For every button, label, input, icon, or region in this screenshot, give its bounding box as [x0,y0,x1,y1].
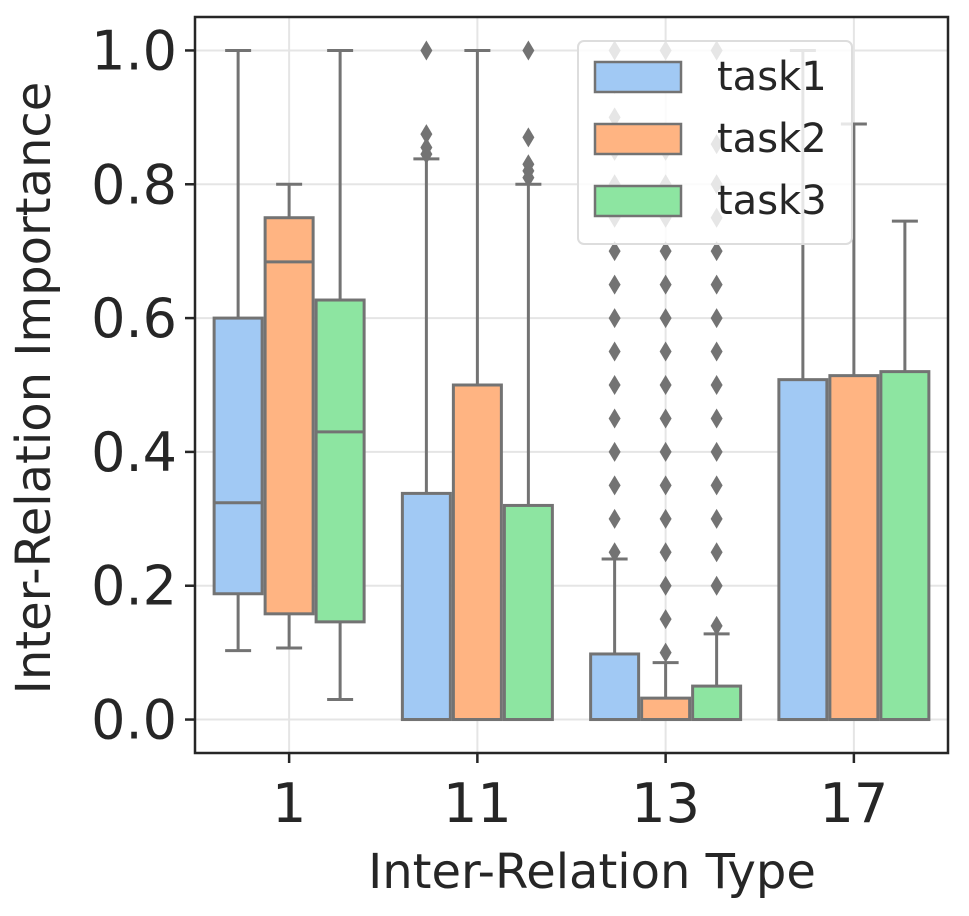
outlier-point [710,441,723,462]
outlier-point [659,441,672,462]
box-task2-17 [828,374,880,722]
legend-label-task2: task2 [717,116,827,162]
x-tick-label: 1 [272,772,306,835]
outlier-point [710,375,723,395]
outlier-point [608,341,621,362]
y-tick-label: 0.0 [91,689,177,752]
outlier-point [710,475,723,496]
y-tick-label: 1.0 [91,19,177,82]
outlier-point [659,241,672,262]
outlier-point [608,308,621,329]
box-task2-1 [263,216,315,616]
outlier-point [522,154,535,175]
outlier-point [659,508,672,529]
x-tick-label: 13 [631,772,700,835]
outlier-point [420,137,433,158]
box-task1-11 [400,491,452,722]
y-tick-label: 0.4 [91,421,177,484]
legend-swatch-task1 [593,60,683,94]
outlier-point [659,274,672,295]
plot-area [212,40,931,722]
outlier-point [608,408,621,429]
outlier-point [710,542,723,563]
x-axis-label: Inter-Relation Type [368,844,816,900]
outlier-point [608,241,621,262]
x-tick-label: 17 [820,772,889,835]
y-tick-label: 0.6 [91,287,177,350]
outlier-point [608,475,621,496]
outlier-point [608,542,621,563]
y-tick-label: 0.8 [91,153,177,216]
box-task3-1 [314,298,366,624]
box-task2-13 [640,696,692,722]
box-task1-13 [589,652,641,722]
outlier-point [659,609,672,630]
outlier-point [710,575,723,596]
legend-swatch-task2 [593,122,683,156]
outlier-point [420,40,433,61]
outlier-point [659,475,672,496]
box-task2-11 [451,383,503,722]
outlier-point [659,642,672,663]
plot-frame [193,15,950,755]
outlier-point [659,375,672,395]
outlier-point [659,408,672,429]
outlier-point [608,508,621,529]
outlier-point [522,127,535,148]
outlier-point [710,241,723,262]
box-task3-13 [691,684,743,722]
legend: task1 task2 task3 [577,40,853,245]
outlier-point [710,274,723,295]
outlier-point [420,124,433,145]
outlier-point [710,615,723,636]
box-task3-11 [502,503,554,722]
outlier-point [659,575,672,596]
outlier-point [710,308,723,329]
outlier-point [608,375,621,395]
outlier-point [608,274,621,295]
outlier-point [710,341,723,362]
y-axis: 0.0 0.2 0.4 0.6 0.8 1.0 [91,19,195,752]
box-task1-17 [777,378,829,722]
box-task3-17 [879,370,931,722]
outlier-point [608,441,621,462]
outlier-point [710,408,723,429]
outlier-point [522,40,535,61]
box-task1-1 [212,316,264,596]
x-axis: 1 11 13 17 [272,753,888,835]
x-tick-label: 11 [443,772,512,835]
y-tick-label: 0.2 [91,555,177,618]
y-axis-label: Inter-Relation Importance [6,82,62,695]
outlier-point [659,542,672,563]
legend-swatch-task3 [593,184,683,218]
outlier-point [659,308,672,329]
outlier-point [659,341,672,362]
legend-label-task3: task3 [717,178,827,224]
legend-label-task1: task1 [717,54,827,100]
outlier-point [710,508,723,529]
